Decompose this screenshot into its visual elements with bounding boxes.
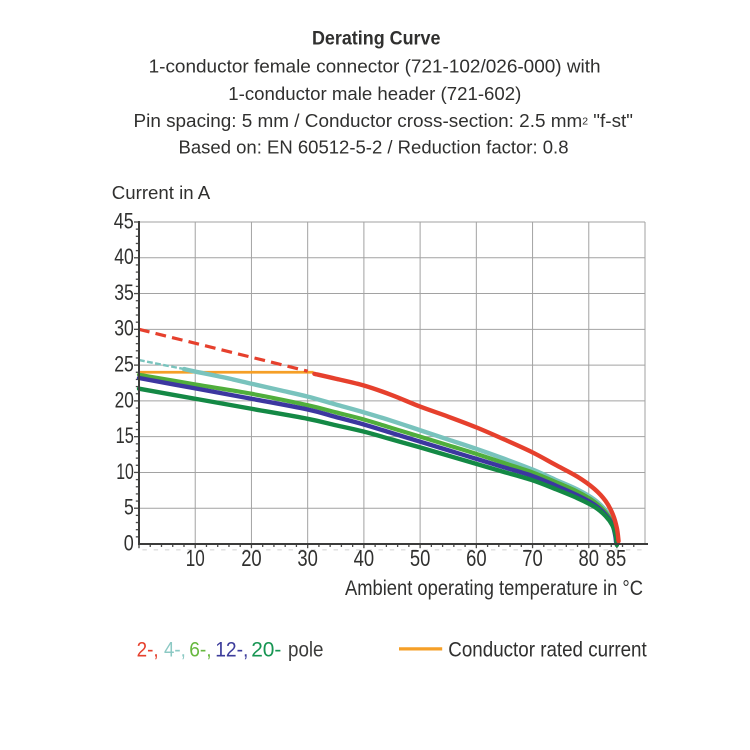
svg-text:80: 80 <box>579 545 600 571</box>
svg-text:70: 70 <box>522 545 543 571</box>
svg-text:5: 5 <box>124 495 134 520</box>
svg-text:pole: pole <box>288 638 324 662</box>
svg-text:60: 60 <box>466 545 487 571</box>
svg-text:Derating Curve: Derating Curve <box>312 28 441 50</box>
svg-text:6-,: 6-, <box>189 638 211 662</box>
svg-text:1-conductor male header (721-6: 1-conductor male header (721-602) <box>228 83 521 104</box>
svg-text:Current in A: Current in A <box>112 182 211 203</box>
svg-text:85: 85 <box>606 545 627 571</box>
svg-text:20-: 20- <box>251 638 281 662</box>
svg-text:30: 30 <box>297 545 318 571</box>
svg-text:40: 40 <box>354 545 375 571</box>
svg-text:0: 0 <box>124 530 134 555</box>
svg-text:20: 20 <box>115 387 134 412</box>
svg-text:10: 10 <box>186 545 205 571</box>
svg-text:35: 35 <box>114 280 134 305</box>
svg-text:4-,: 4-, <box>164 638 186 662</box>
svg-text:10: 10 <box>116 459 134 484</box>
svg-text:40: 40 <box>114 244 134 269</box>
svg-text:25: 25 <box>114 352 134 377</box>
svg-text:12-,: 12-, <box>215 638 248 662</box>
svg-text:20: 20 <box>241 545 262 571</box>
svg-text:2-,: 2-, <box>137 638 159 662</box>
svg-text:Conductor rated current: Conductor rated current <box>448 638 646 662</box>
svg-text:15: 15 <box>116 423 134 448</box>
svg-text:Based on: EN 60512-5-2 / Reduc: Based on: EN 60512-5-2 / Reduction facto… <box>179 137 569 158</box>
svg-text:2: 2 <box>582 116 588 127</box>
svg-text:45: 45 <box>114 208 134 233</box>
svg-text:50: 50 <box>410 545 431 571</box>
svg-text:Pin spacing: 5 mm / Conductor: Pin spacing: 5 mm / Conductor cross-sect… <box>134 110 583 131</box>
svg-text:1-conductor female connector (: 1-conductor female connector (721-102/02… <box>149 55 601 76</box>
svg-text:Ambient operating temperature: Ambient operating temperature in °C <box>345 577 643 600</box>
svg-text:"f-st": "f-st" <box>593 110 633 131</box>
svg-text:30: 30 <box>114 316 134 341</box>
